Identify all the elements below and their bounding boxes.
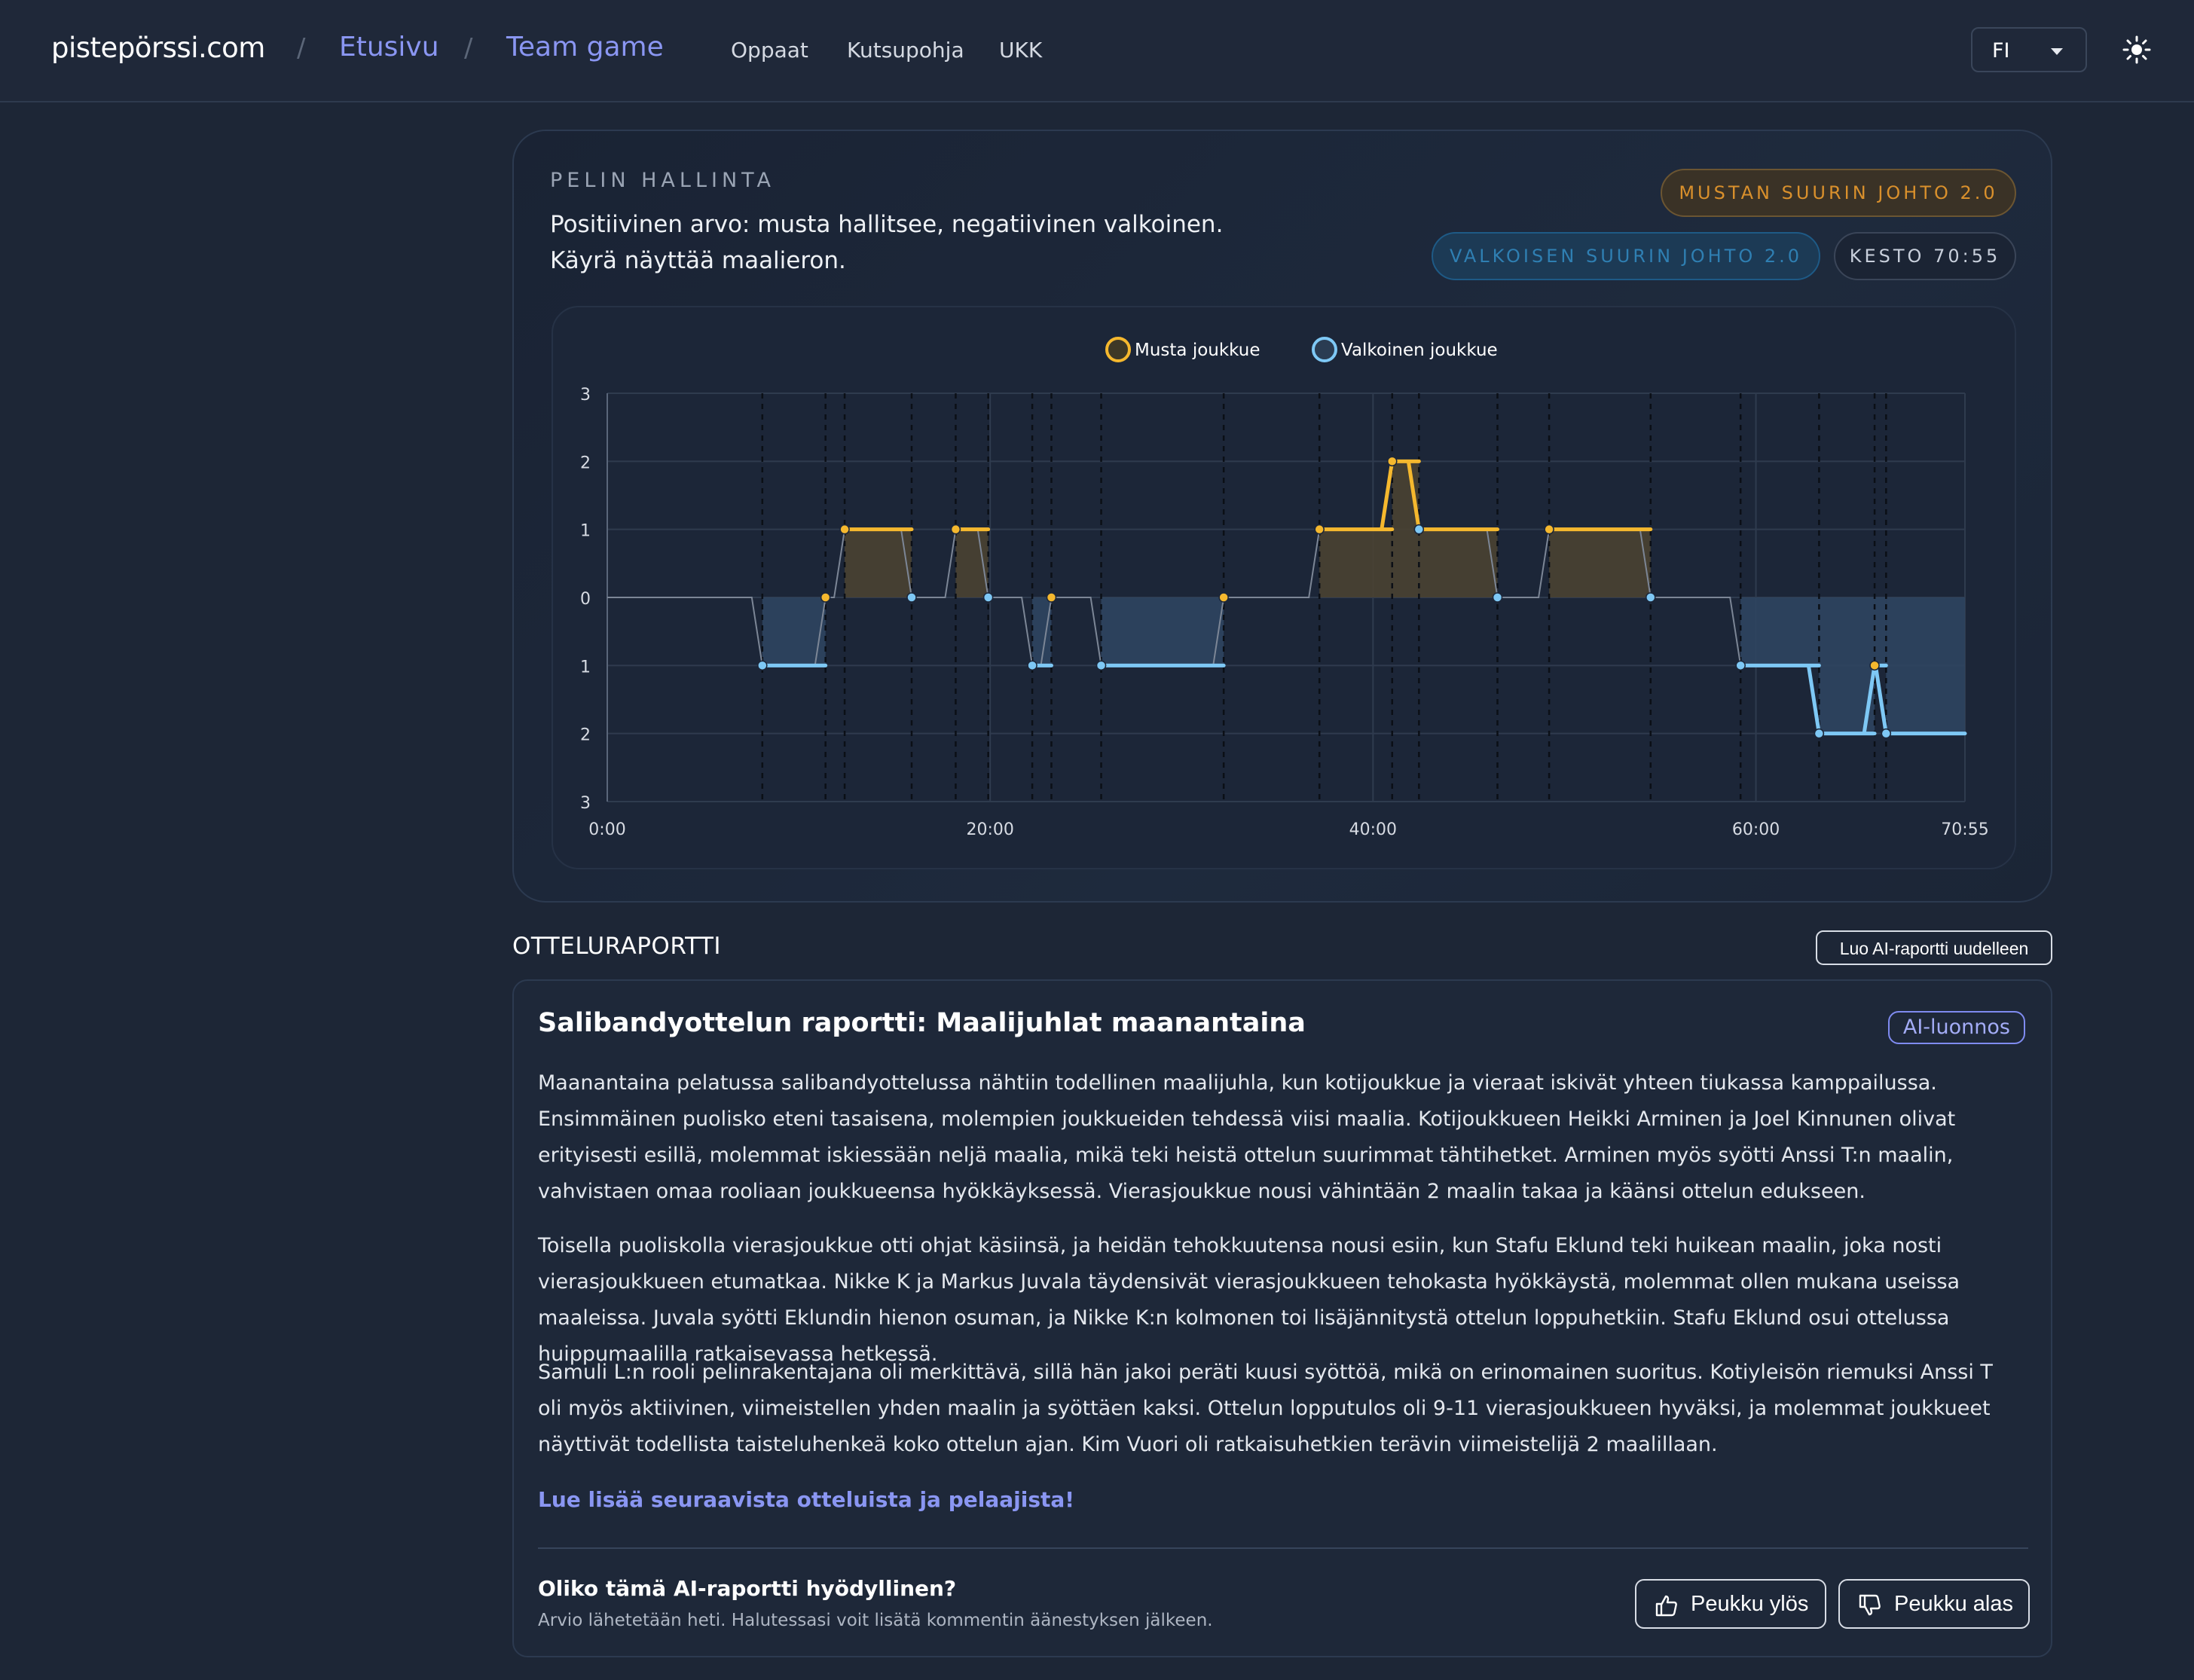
nav-guides[interactable]: Oppaat [731, 38, 808, 63]
black-goal-point [1869, 660, 1880, 671]
lead-change-line [1406, 460, 1421, 530]
white-goal-point [1646, 592, 1656, 603]
report-section-heading: OTTELURAPORTTI [512, 933, 722, 960]
white-lead-area [1032, 597, 1052, 666]
white-lead-area [1886, 597, 1965, 734]
y-tick-label: 3 [580, 386, 591, 405]
white-lead-area [762, 597, 826, 666]
white-goal-point [1413, 524, 1425, 535]
white-goal-point [757, 660, 768, 671]
nav-faq[interactable]: UKK [999, 38, 1043, 63]
thumbs-down-button[interactable]: Peukku alas [1838, 1579, 2030, 1629]
y-tick-label: 1 [580, 658, 591, 677]
white-goal-point [1735, 660, 1746, 671]
game-control-card: PELIN HALLINTA Positiivinen arvo: musta … [512, 130, 2052, 903]
thumbs-up-label: Peukku ylös [1691, 1592, 1809, 1616]
white-goal-point [982, 592, 994, 603]
legend-white-swatch [1312, 337, 1337, 362]
goal-difference-chart: 3 2 1 0 1 2 3 0:00 20:00 40:00 60:00 70:55 Musta jou… [580, 337, 1989, 839]
white-lead-area [1101, 597, 1224, 666]
chart-panel: 3 2 1 0 1 2 3 0:00 20:00 40:00 60:00 70:55 Musta jou… [552, 306, 2016, 869]
x-tick-label: 20:00 [966, 820, 1013, 839]
read-more-link[interactable]: Lue lisää seuraavista otteluista ja pela… [538, 1487, 1075, 1512]
white-goal-point [1814, 728, 1825, 739]
report-title: Salibandyottelun raportti: Maalijuhlat m… [538, 1008, 1306, 1038]
brand-logo[interactable]: pistepörssi.com [51, 32, 265, 64]
black-lead-area [1549, 529, 1651, 597]
black-lead-area [1319, 529, 1392, 597]
black-goal-point [839, 524, 850, 535]
thumbs-up-button[interactable]: Peukku ylös [1635, 1579, 1826, 1629]
black-max-lead-badge: MUSTAN SUURIN JOHTO 2.0 [1661, 169, 2016, 217]
feedback-question: Oliko tämä AI-raportti hyödyllinen? [538, 1576, 957, 1601]
report-paragraph: Toisella puoliskolla vierasjoukkue otti … [538, 1234, 1960, 1366]
card-description: Positiivinen arvo: musta hallitsee, nega… [550, 211, 1224, 274]
legend-black-label: Musta joukkue [1135, 341, 1260, 360]
sun-icon[interactable] [2122, 35, 2152, 65]
legend-black-swatch [1105, 337, 1131, 362]
lead-change-line [1862, 664, 1877, 735]
black-goal-point [1218, 592, 1229, 603]
x-tick-label: 0:00 [588, 820, 625, 839]
breadcrumb-separator: / [297, 33, 306, 63]
black-lead-area [1419, 529, 1498, 597]
white-lead-area [1875, 597, 1887, 666]
chevron-down-icon [2051, 48, 2063, 55]
lead-change-line [1806, 664, 1821, 735]
feedback-note: Arvio lähetetään heti. Halutessasi voit … [538, 1611, 1213, 1630]
nav-invite-template[interactable]: Kutsupohja [847, 38, 964, 63]
y-tick-label: 1 [580, 522, 591, 541]
ai-draft-badge: AI-luonnos [1887, 1011, 2025, 1044]
breadcrumb-separator: / [464, 33, 473, 63]
white-goal-point [1492, 592, 1503, 603]
white-lead-area [1819, 597, 1875, 734]
report-paragraph: Samuli L:n rooli pelinrakentajana oli me… [538, 1361, 1993, 1456]
white-lead-area [1740, 597, 1820, 666]
y-tick-label: 0 [580, 590, 591, 609]
black-goal-point [1046, 592, 1057, 603]
language-select[interactable]: FI [1971, 27, 2087, 72]
black-goal-point [1544, 524, 1554, 535]
x-tick-label: 40:00 [1349, 820, 1397, 839]
y-tick-label: 3 [580, 794, 591, 813]
white-max-lead-badge: VALKOISEN SUURIN JOHTO 2.0 [1432, 232, 1820, 280]
breadcrumb-home[interactable]: Etusivu [339, 32, 439, 63]
thumbs-down-label: Peukku alas [1894, 1592, 2013, 1616]
y-tick-label: 2 [580, 726, 591, 745]
lead-change-line [1380, 460, 1395, 530]
report-card: Salibandyottelun raportti: Maalijuhlat m… [512, 979, 2052, 1657]
language-value: FI [1992, 39, 2010, 63]
top-bar: pistepörssi.com / Etusivu / Team game Op… [0, 0, 2194, 102]
card-eyebrow: PELIN HALLINTA [550, 169, 776, 192]
legend-white-label: Valkoinen joukkue [1341, 341, 1498, 360]
white-goal-point [906, 592, 917, 603]
x-tick-label: 60:00 [1732, 820, 1780, 839]
regenerate-report-button[interactable]: Luo AI-raportti uudelleen [1816, 930, 2052, 965]
black-goal-point [820, 592, 831, 603]
lead-change-line [1873, 664, 1888, 735]
black-goal-point [1387, 456, 1398, 467]
white-goal-point [1881, 728, 1892, 739]
y-tick-label: 2 [580, 454, 591, 472]
white-goal-point [1027, 660, 1037, 671]
report-paragraph: Maanantaina pelatussa salibandyottelussa… [538, 1071, 1956, 1203]
thumbs-down-icon [1859, 1594, 1881, 1616]
white-goal-point [1095, 660, 1107, 671]
black-goal-point [1314, 524, 1325, 535]
x-tick-label: 70:55 [1941, 820, 1988, 839]
divider [538, 1547, 2028, 1549]
black-lead-area [845, 529, 912, 597]
duration-badge: KESTO 70:55 [1834, 232, 2016, 280]
breadcrumb-team-game[interactable]: Team game [506, 32, 664, 63]
thumbs-up-icon [1655, 1595, 1677, 1617]
black-goal-point [950, 524, 961, 535]
